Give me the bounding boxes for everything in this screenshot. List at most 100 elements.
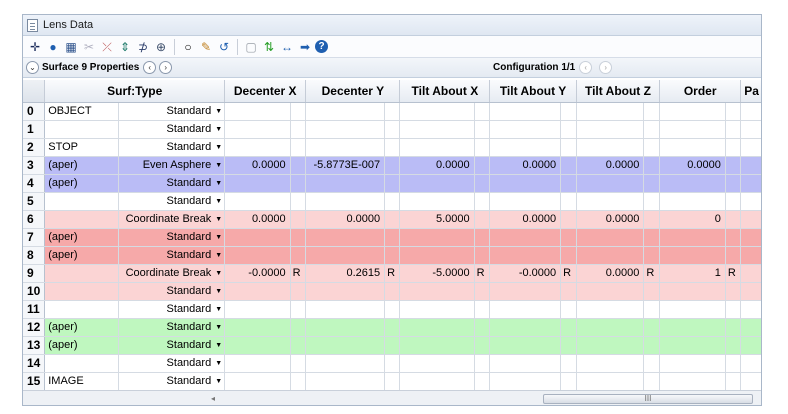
decenter-x-solve-cell[interactable]: [290, 210, 307, 229]
decenter-x-solve-cell[interactable]: R: [290, 264, 307, 283]
surface-type-cell[interactable]: Standard ▼: [118, 102, 226, 121]
tilt-y-cell[interactable]: [489, 336, 562, 355]
row-number[interactable]: 5: [23, 192, 46, 211]
tilt-y-cell[interactable]: [489, 354, 562, 373]
row-number[interactable]: 9: [23, 264, 46, 283]
par-cell[interactable]: [740, 282, 761, 301]
comment-cell[interactable]: (aper): [44, 156, 120, 175]
order-cell[interactable]: [659, 318, 726, 337]
crosshair-icon[interactable]: ✛: [29, 39, 41, 54]
order-cell[interactable]: [659, 336, 726, 355]
decenter-x-solve-cell[interactable]: [290, 102, 307, 121]
rotate-icon[interactable]: ↺: [218, 39, 230, 54]
dropdown-arrow-icon[interactable]: ▼: [215, 377, 223, 385]
comment-cell[interactable]: (aper): [44, 246, 120, 265]
tilt-z-solve-cell[interactable]: [643, 228, 661, 247]
decenter-y-cell[interactable]: [305, 300, 386, 319]
tilt-y-solve-cell[interactable]: [560, 246, 577, 265]
surface-type-cell[interactable]: Standard ▼: [118, 372, 226, 390]
tilt-y-cell[interactable]: 0.0000: [489, 156, 562, 175]
dropdown-arrow-icon[interactable]: ▼: [215, 233, 223, 241]
tilt-x-cell[interactable]: [399, 336, 475, 355]
row-number[interactable]: 3: [23, 156, 46, 175]
tilt-y-cell[interactable]: [489, 102, 562, 121]
decenter-y-cell[interactable]: -5.8773E-007: [305, 156, 386, 175]
dropdown-arrow-icon[interactable]: ▼: [215, 215, 223, 223]
collapse-properties-icon[interactable]: ⌄: [26, 61, 39, 74]
decenter-y-solve-cell[interactable]: R: [384, 264, 401, 283]
par-cell[interactable]: [740, 120, 761, 139]
order-cell[interactable]: [659, 300, 726, 319]
ray-icon[interactable]: ⤫: [102, 39, 112, 54]
decenter-y-cell[interactable]: [305, 174, 386, 193]
tilt-x-cell[interactable]: [399, 174, 475, 193]
tilt-y-cell[interactable]: [489, 138, 562, 157]
order-solve-cell[interactable]: [725, 102, 742, 121]
surface-type-cell[interactable]: Even Asphere ▼: [118, 156, 226, 175]
row-number[interactable]: 11: [23, 300, 46, 319]
comment-cell[interactable]: (aper): [44, 318, 120, 337]
tilt-z-cell[interactable]: [576, 282, 645, 301]
row-number[interactable]: 0: [23, 102, 46, 121]
circle-icon[interactable]: ○: [184, 39, 192, 54]
decenter-y-cell[interactable]: [305, 282, 386, 301]
tilt-z-solve-cell[interactable]: [643, 354, 661, 373]
globe-icon[interactable]: ●: [49, 39, 57, 54]
row-number[interactable]: 12: [23, 318, 46, 337]
order-solve-cell[interactable]: [725, 372, 742, 390]
previous-config-button[interactable]: ‹: [579, 61, 593, 74]
tilt-y-solve-cell[interactable]: [560, 282, 577, 301]
surface-type-cell[interactable]: Coordinate Break ▼: [118, 264, 226, 283]
dropdown-arrow-icon[interactable]: ▼: [215, 107, 223, 115]
comment-cell[interactable]: STOP: [44, 138, 120, 157]
tilt-z-cell[interactable]: [576, 246, 645, 265]
tilt-z-cell[interactable]: [576, 120, 645, 139]
tilt-z-solve-cell[interactable]: [643, 138, 661, 157]
column-header-tilt-z[interactable]: Tilt About Z: [576, 80, 661, 103]
tilt-y-cell[interactable]: [489, 120, 562, 139]
tilt-y-cell[interactable]: -0.0000: [489, 264, 562, 283]
comment-cell[interactable]: [44, 120, 120, 139]
page-icon[interactable]: ▢: [245, 39, 257, 54]
order-solve-cell[interactable]: [725, 336, 742, 355]
decenter-y-cell[interactable]: [305, 246, 386, 265]
tilt-z-cell[interactable]: [576, 174, 645, 193]
help-icon[interactable]: ?: [315, 40, 328, 53]
decenter-x-solve-cell[interactable]: [290, 354, 307, 373]
tilt-x-cell[interactable]: -5.0000: [399, 264, 475, 283]
tilt-y-solve-cell[interactable]: [560, 300, 577, 319]
tilt-x-cell[interactable]: [399, 120, 475, 139]
surface-type-cell[interactable]: Standard ▼: [118, 354, 226, 373]
tilt-z-solve-cell[interactable]: [643, 192, 661, 211]
order-solve-cell[interactable]: [725, 120, 742, 139]
order-solve-cell[interactable]: [725, 246, 742, 265]
decenter-x-cell[interactable]: 0.0000: [224, 210, 291, 229]
tilt-y-cell[interactable]: [489, 372, 562, 390]
decenter-x-solve-cell[interactable]: [290, 336, 307, 355]
row-number[interactable]: 6: [23, 210, 46, 229]
tilt-z-solve-cell[interactable]: [643, 174, 661, 193]
tilt-z-cell[interactable]: [576, 138, 645, 157]
surface-type-cell[interactable]: Standard ▼: [118, 192, 226, 211]
dropdown-arrow-icon[interactable]: ▼: [215, 269, 223, 277]
surface-type-cell[interactable]: Standard ▼: [118, 228, 226, 247]
tilt-z-solve-cell[interactable]: [643, 120, 661, 139]
tilt-x-cell[interactable]: [399, 372, 475, 390]
order-cell[interactable]: [659, 102, 726, 121]
decenter-x-solve-cell[interactable]: [290, 156, 307, 175]
par-cell[interactable]: [740, 372, 761, 390]
decenter-y-cell[interactable]: 0.0000: [305, 210, 386, 229]
database-icon[interactable]: ▦: [65, 39, 77, 54]
decenter-x-solve-cell[interactable]: [290, 120, 307, 139]
tilt-y-solve-cell[interactable]: [560, 102, 577, 121]
tilt-z-solve-cell[interactable]: [643, 210, 661, 229]
row-number[interactable]: 8: [23, 246, 46, 265]
dropdown-arrow-icon[interactable]: ▼: [215, 287, 223, 295]
decenter-y-solve-cell[interactable]: [384, 156, 401, 175]
tilt-y-cell[interactable]: [489, 282, 562, 301]
decenter-y-cell[interactable]: [305, 228, 386, 247]
surface-type-cell[interactable]: Standard ▼: [118, 282, 226, 301]
tilt-x-cell[interactable]: [399, 102, 475, 121]
tilt-y-cell[interactable]: [489, 246, 562, 265]
tilt-x-cell[interactable]: [399, 192, 475, 211]
